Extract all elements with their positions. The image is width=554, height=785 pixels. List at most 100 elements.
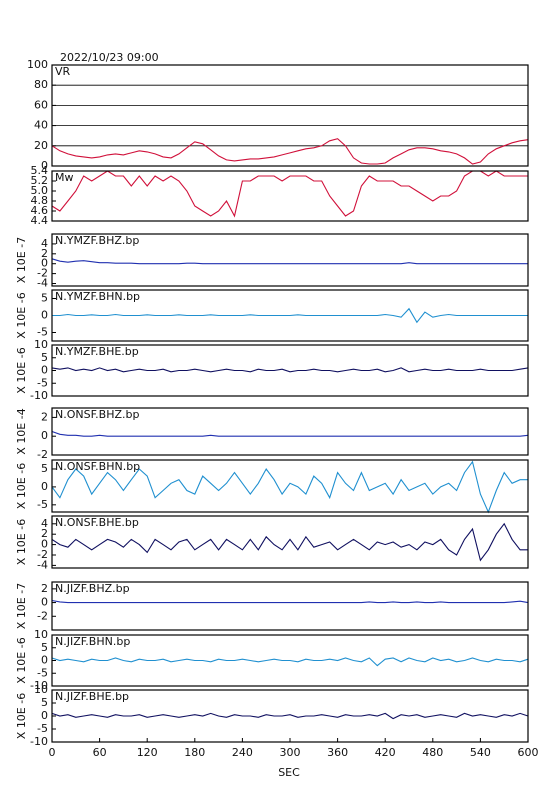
series-line	[51, 170, 528, 218]
panel-frame	[51, 344, 529, 397]
y-tick-label: 20	[34, 139, 48, 152]
y-tick-label: -2	[37, 448, 48, 461]
y-tick-label: 5	[41, 292, 48, 305]
panel-label: N.ONSF.BHN.bp	[55, 460, 140, 473]
panel-label: N.JIZF.BHE.bp	[55, 690, 129, 703]
y-tick-label: -4	[37, 277, 48, 290]
y-tick-label: 2	[41, 527, 48, 540]
y-tick-label: 2	[41, 247, 48, 260]
y-tick-label: 10	[34, 338, 48, 351]
x-tick-label: 360	[327, 746, 348, 759]
y-tick-label: 0	[41, 309, 48, 322]
panel-label: Mw	[55, 171, 74, 184]
y-tick-label: 4.8	[31, 194, 49, 207]
y-tick-label: 60	[34, 98, 48, 111]
y-tick-label: -5	[37, 326, 48, 339]
series-line	[52, 307, 528, 324]
y-tick-label: 100	[27, 58, 48, 71]
y-tick-label: -2	[37, 267, 48, 280]
y-tick-label: 4.4	[31, 214, 49, 227]
panel-frame	[51, 407, 529, 456]
panel-frame	[51, 233, 529, 287]
x-tick-label: 120	[137, 746, 158, 759]
y-tick-label: -10	[30, 679, 48, 692]
y-tick-label: 0	[41, 159, 48, 172]
y-tick-label: 5.2	[31, 174, 49, 187]
series-line	[51, 522, 528, 562]
y-tick-label: -4	[37, 558, 48, 571]
x-tick-label: 420	[375, 746, 396, 759]
x-tick-label: 540	[470, 746, 491, 759]
y-axis-label: X 10E -6	[15, 292, 28, 338]
y-tick-label: 0	[41, 480, 48, 493]
series-line	[51, 657, 529, 667]
x-tick-label: 240	[232, 746, 253, 759]
y-tick-label: 80	[34, 78, 48, 91]
series-line	[51, 138, 529, 165]
x-tick-label: 300	[280, 746, 301, 759]
y-tick-label: -2	[37, 548, 48, 561]
y-tick-label: 5	[41, 641, 48, 654]
panel-label: N.YMZF.BHE.bp	[55, 345, 139, 358]
panel-label: N.ONSF.BHZ.bp	[55, 408, 139, 421]
y-tick-label: 5.4	[31, 164, 49, 177]
y-tick-label: 40	[34, 119, 48, 132]
y-tick-label: 0	[41, 596, 48, 609]
x-tick-label: 480	[422, 746, 443, 759]
y-axis-label: X 10E -6	[15, 637, 28, 683]
y-tick-label: 4.6	[31, 204, 49, 217]
panel-frame	[51, 64, 529, 167]
y-tick-label: -2	[37, 609, 48, 622]
y-tick-label: -10	[30, 389, 48, 402]
y-tick-label: 4	[41, 517, 48, 530]
panel-label: VR	[55, 65, 71, 78]
y-tick-label: 0	[41, 429, 48, 442]
y-tick-label: -5	[37, 376, 48, 389]
panel-label: N.JIZF.BHZ.bp	[55, 582, 130, 595]
y-tick-label: 0	[41, 709, 48, 722]
series-line	[51, 712, 529, 720]
panel-frame	[51, 634, 529, 687]
series-line	[51, 460, 528, 514]
y-tick-label: -5	[37, 666, 48, 679]
y-tick-label: 5	[41, 696, 48, 709]
panel-label: N.ONSF.BHE.bp	[55, 516, 139, 529]
y-tick-label: 5	[41, 462, 48, 475]
y-tick-label: 2	[41, 410, 48, 423]
y-axis-label: X 10E -6	[15, 693, 28, 739]
y-tick-label: -10	[30, 735, 48, 748]
x-tick-label: 60	[93, 746, 107, 759]
y-tick-label: 2	[41, 582, 48, 595]
series-line	[51, 367, 529, 373]
y-axis-label: X 10E -7	[15, 583, 28, 629]
panel-label: N.JIZF.BHN.bp	[55, 635, 130, 648]
x-tick-label: 600	[518, 746, 539, 759]
panel-label: N.YMZF.BHN.bp	[55, 290, 140, 303]
series-line	[51, 430, 529, 437]
y-tick-label: 5.0	[31, 184, 49, 197]
panel-label: N.YMZF.BHZ.bp	[55, 234, 139, 247]
panel-frame	[51, 515, 529, 569]
panel-frame	[51, 170, 529, 222]
y-tick-label: 0	[41, 257, 48, 270]
y-axis-label: X 10E -7	[15, 237, 28, 283]
panel-frame	[51, 459, 529, 513]
y-axis-label: X 10E -6	[15, 519, 28, 565]
panel-frame	[51, 289, 529, 342]
series-line	[51, 599, 529, 604]
series-line	[51, 258, 528, 265]
chart-title: 2022/10/23 09:00	[60, 51, 159, 64]
y-tick-label: 10	[34, 683, 48, 696]
x-tick-label: 0	[49, 746, 56, 759]
panel-frame	[51, 581, 529, 631]
y-axis-label: X 10E -6	[15, 347, 28, 393]
y-tick-label: 0	[41, 538, 48, 551]
x-axis-label: SEC	[278, 766, 300, 779]
y-tick-label: 10	[34, 628, 48, 641]
y-axis-label: X 10E -4	[15, 408, 28, 454]
y-tick-label: -5	[37, 722, 48, 735]
x-tick-label: 180	[184, 746, 205, 759]
y-tick-label: 0	[41, 364, 48, 377]
y-tick-label: 4	[41, 237, 48, 250]
